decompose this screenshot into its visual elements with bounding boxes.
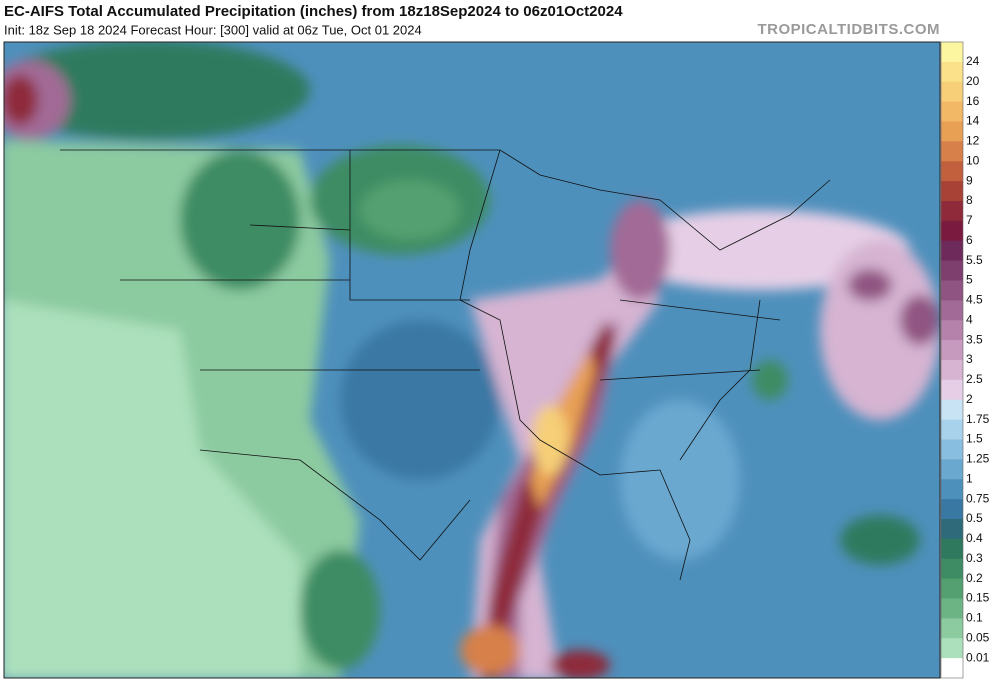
colorbar-label: 0.5 [966, 511, 983, 525]
colorbar-label: 3 [966, 352, 973, 366]
colorbar-label: 6 [966, 233, 973, 247]
colorbar-swatch [941, 479, 963, 500]
colorbar-label: 1.25 [966, 452, 990, 466]
colorbar-label: 24 [966, 54, 980, 68]
colorbar-label: 4.5 [966, 293, 983, 307]
colorbar: 24 20 16 14 12 10 9 8 7 6 5.5 5 4.5 4 3.5 3 2.5 2 1.75 1.5 1… [940, 41, 990, 679]
colorbar-swatch [941, 240, 963, 262]
colorbar-swatch [941, 201, 963, 222]
colorbar-label: 10 [966, 153, 980, 167]
colorbar-swatch [941, 161, 963, 182]
colorbar-label: 9 [966, 173, 973, 187]
colorbar-swatch [941, 320, 963, 341]
colorbar-swatch [941, 638, 963, 659]
colorbar-swatch [941, 42, 963, 63]
colorbar-label: 2 [966, 392, 973, 406]
colorbar-label: 0.01 [966, 650, 990, 664]
colorbar-swatch [941, 340, 963, 361]
colorbar-swatch [941, 519, 963, 540]
colorbar-label: 1.75 [966, 412, 990, 426]
colorbar-swatch [941, 360, 963, 381]
title: EC-AIFS Total Accumulated Precipitation … [4, 3, 623, 20]
colorbar-frame [940, 41, 964, 679]
colorbar-swatch [941, 101, 963, 122]
colorbar-swatch [941, 558, 963, 580]
colorbar-label: 3.5 [966, 332, 983, 346]
colorbar-swatch [941, 81, 963, 103]
colorbar-swatch [941, 618, 963, 639]
colorbar-swatch [941, 538, 963, 560]
colorbar-swatch [941, 300, 963, 321]
colorbar-swatch [941, 499, 963, 520]
colorbar-swatch [941, 439, 963, 460]
colorbar-label: 0.75 [966, 491, 990, 505]
colorbar-label: 1 [966, 471, 973, 485]
colorbar-label: 16 [966, 94, 980, 108]
colorbar-label: 0.05 [966, 630, 990, 644]
colorbar-swatch [941, 658, 963, 679]
colorbar-swatch [941, 260, 963, 281]
colorbar-label: 0.4 [966, 531, 983, 545]
colorbar-label: 0.15 [966, 591, 990, 605]
colorbar-label: 4 [966, 312, 973, 326]
colorbar-label: 0.1 [966, 611, 983, 625]
colorbar-swatch [941, 181, 963, 202]
colorbar-label: 7 [966, 213, 973, 227]
colorbar-label: 20 [966, 74, 980, 88]
colorbar-swatch [941, 280, 963, 301]
colorbar-label: 14 [966, 114, 980, 128]
colorbar-label: 8 [966, 193, 973, 207]
colorbar-label: 5.5 [966, 253, 983, 267]
colorbar-label: 0.2 [966, 571, 983, 585]
precip-map [4, 42, 940, 678]
colorbar-label: 2.5 [966, 372, 983, 386]
colorbar-label: 0.3 [966, 551, 983, 565]
colorbar-swatch [941, 419, 963, 440]
colorbar-swatch [941, 399, 963, 421]
colorbar-swatch [941, 121, 963, 142]
colorbar-label: 12 [966, 134, 980, 148]
watermark: TROPICALTIDBITS.COM [757, 21, 940, 38]
colorbar-swatch [941, 379, 963, 401]
colorbar-swatch [941, 578, 963, 599]
colorbar-swatch [941, 459, 963, 480]
colorbar-swatch [941, 598, 963, 619]
colorbar-label: 1.5 [966, 432, 983, 446]
colorbar-label: 5 [966, 273, 973, 287]
colorbar-swatch [941, 220, 963, 242]
map-frame [3, 41, 941, 679]
colorbar-swatch [941, 61, 963, 83]
subtitle: Init: 18z Sep 18 2024 Forecast Hour: [30… [4, 22, 422, 37]
colorbar-swatch [941, 141, 963, 162]
